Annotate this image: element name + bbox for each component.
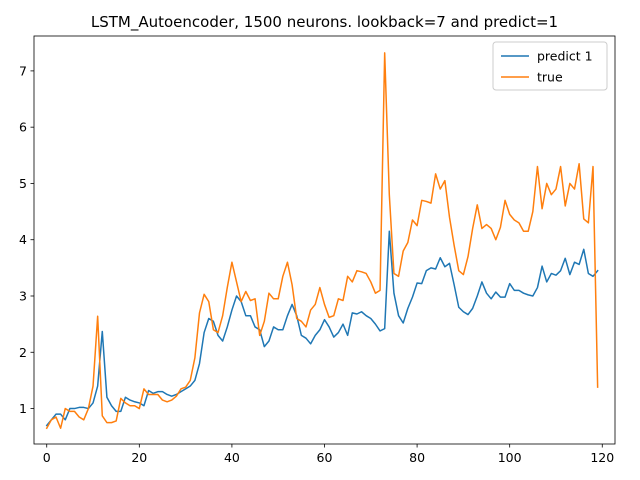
x-tick-label: 100 [498, 450, 522, 465]
y-tick-label: 3 [19, 288, 27, 303]
x-tick-label: 0 [43, 450, 51, 465]
legend: predict 1 true [492, 41, 608, 91]
y-tick-label: 1 [19, 401, 27, 416]
series-line-true [45, 52, 599, 430]
x-tick-label: 40 [224, 450, 240, 465]
legend-label: predict 1 [537, 49, 593, 64]
x-tick-label: 80 [409, 450, 425, 465]
y-tick-label: 6 [19, 120, 27, 135]
y-tick-label: 2 [19, 345, 27, 360]
plot-area [45, 52, 599, 430]
y-tick-label: 7 [19, 63, 27, 78]
x-tick-label: 120 [590, 450, 614, 465]
y-tick-label: 4 [19, 232, 27, 247]
chart-title: LSTM_Autoencoder, 1500 neurons. lookback… [91, 13, 558, 32]
y-tick-label: 5 [19, 176, 27, 191]
x-tick-label: 20 [131, 450, 147, 465]
legend-label: true [537, 70, 563, 85]
axes: 0 20 40 60 80 100 120 1 2 3 4 5 6 7 [19, 35, 616, 465]
x-tick-label: 60 [317, 450, 333, 465]
legend-box [492, 41, 608, 91]
series-line-predict-1 [45, 230, 599, 427]
